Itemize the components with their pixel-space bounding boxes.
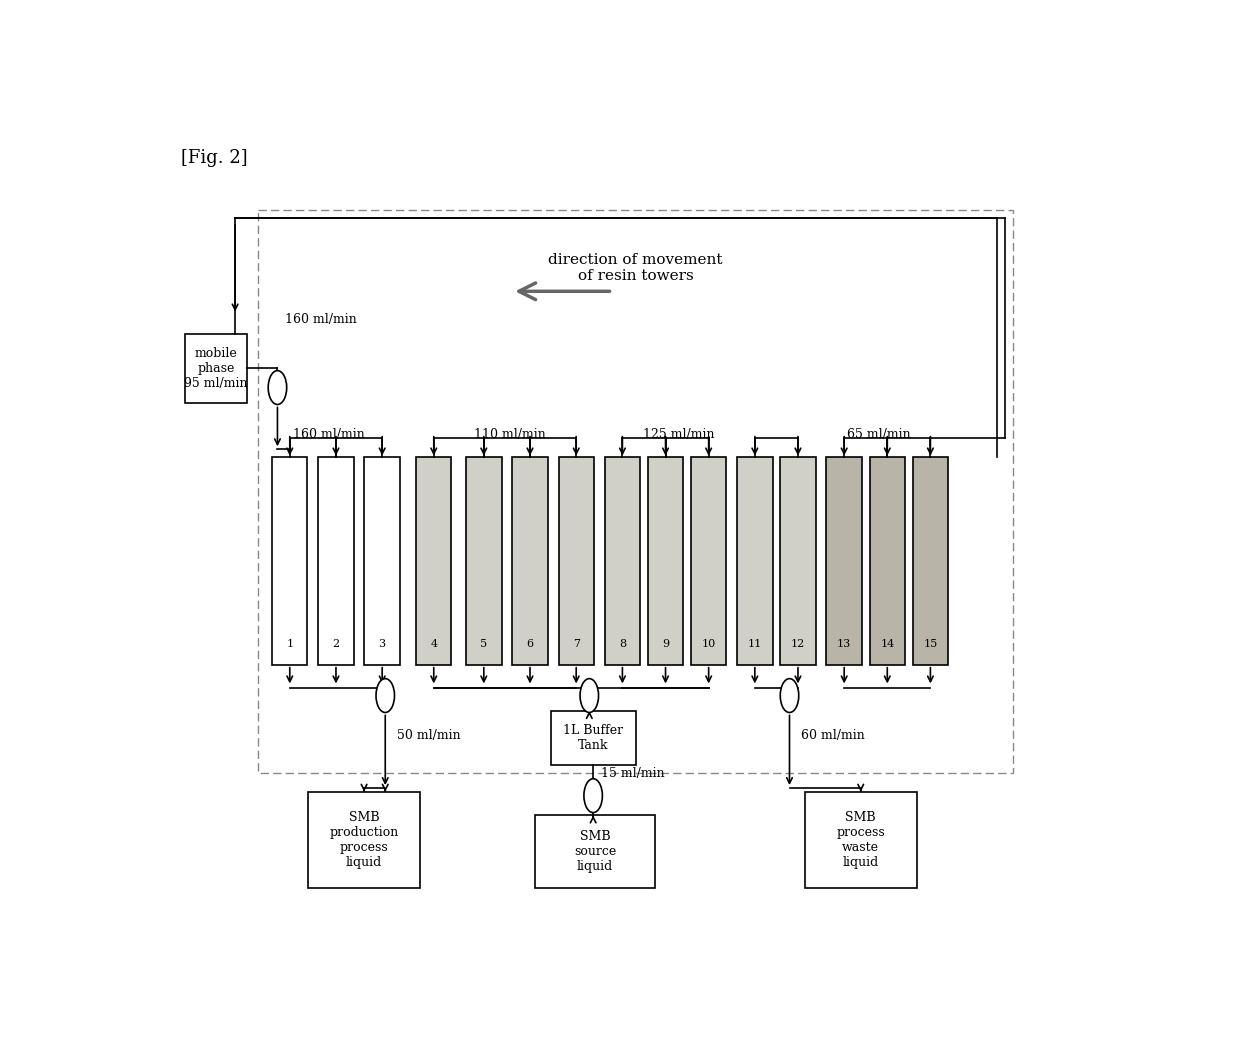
Text: 65 ml/min: 65 ml/min bbox=[847, 429, 911, 441]
Text: 60 ml/min: 60 ml/min bbox=[801, 728, 864, 742]
Text: 13: 13 bbox=[837, 639, 852, 650]
Ellipse shape bbox=[584, 779, 603, 812]
Text: 14: 14 bbox=[880, 639, 894, 650]
Text: 2: 2 bbox=[332, 639, 340, 650]
Text: 11: 11 bbox=[748, 639, 761, 650]
Text: mobile
phase
95 ml/min: mobile phase 95 ml/min bbox=[184, 347, 248, 390]
Bar bbox=[558, 457, 594, 664]
Text: SMB
source
liquid: SMB source liquid bbox=[574, 830, 616, 873]
Text: 125 ml/min: 125 ml/min bbox=[644, 429, 714, 441]
Text: 15: 15 bbox=[924, 639, 937, 650]
Bar bbox=[913, 457, 949, 664]
Text: 15 ml/min: 15 ml/min bbox=[601, 767, 665, 781]
Bar bbox=[805, 792, 916, 888]
Ellipse shape bbox=[580, 679, 599, 713]
Text: SMB
process
waste
liquid: SMB process waste liquid bbox=[836, 811, 885, 869]
Bar bbox=[737, 457, 773, 664]
Text: 50 ml/min: 50 ml/min bbox=[397, 728, 460, 742]
Bar bbox=[272, 457, 308, 664]
Text: 110 ml/min: 110 ml/min bbox=[474, 429, 546, 441]
Ellipse shape bbox=[268, 371, 286, 405]
Bar bbox=[647, 457, 683, 664]
Bar bbox=[691, 457, 727, 664]
Text: direction of movement
of resin towers: direction of movement of resin towers bbox=[548, 253, 723, 283]
Text: 6: 6 bbox=[527, 639, 533, 650]
Text: 12: 12 bbox=[791, 639, 805, 650]
Text: 1L Buffer
Tank: 1L Buffer Tank bbox=[563, 724, 624, 751]
Bar bbox=[512, 457, 548, 664]
Text: [Fig. 2]: [Fig. 2] bbox=[181, 149, 248, 167]
Ellipse shape bbox=[780, 679, 799, 713]
Text: 9: 9 bbox=[662, 639, 670, 650]
Text: 4: 4 bbox=[430, 639, 438, 650]
Bar bbox=[185, 333, 247, 403]
Bar bbox=[319, 457, 353, 664]
Bar bbox=[869, 457, 905, 664]
Bar bbox=[365, 457, 399, 664]
Bar bbox=[466, 457, 501, 664]
Bar bbox=[551, 711, 635, 765]
Bar bbox=[605, 457, 640, 664]
Text: 8: 8 bbox=[619, 639, 626, 650]
Text: 160 ml/min: 160 ml/min bbox=[285, 313, 357, 326]
Bar bbox=[258, 211, 1013, 772]
Text: SMB
production
process
liquid: SMB production process liquid bbox=[330, 811, 399, 869]
Text: 160 ml/min: 160 ml/min bbox=[293, 429, 365, 441]
Text: 7: 7 bbox=[573, 639, 580, 650]
Bar bbox=[309, 792, 420, 888]
Ellipse shape bbox=[376, 679, 394, 713]
Bar bbox=[780, 457, 816, 664]
Text: 1: 1 bbox=[286, 639, 294, 650]
Bar bbox=[826, 457, 862, 664]
Text: 5: 5 bbox=[480, 639, 487, 650]
Bar bbox=[536, 815, 655, 888]
Bar bbox=[417, 457, 451, 664]
Text: 3: 3 bbox=[378, 639, 386, 650]
Text: 10: 10 bbox=[702, 639, 715, 650]
